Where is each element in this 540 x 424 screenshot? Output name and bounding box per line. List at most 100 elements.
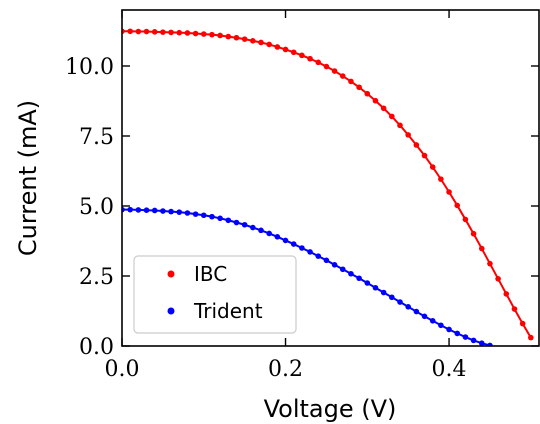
data-point-trident [478, 340, 485, 346]
legend-label-ibc: IBC [194, 262, 227, 286]
data-point-trident [241, 221, 248, 228]
data-point-ibc [405, 132, 411, 138]
data-point-trident [151, 207, 158, 214]
data-point-ibc [438, 176, 444, 182]
data-point-trident [380, 289, 387, 296]
data-point-ibc [348, 78, 354, 85]
y-tick-label: 2.5 [79, 265, 114, 290]
y-tick-label: 7.5 [79, 125, 114, 150]
x-tick-label: 0.0 [105, 357, 140, 382]
data-point-ibc [528, 334, 534, 341]
data-point-ibc [487, 260, 493, 267]
data-point-ibc [241, 36, 248, 42]
data-point-ibc [233, 34, 240, 41]
data-point-trident [339, 266, 346, 273]
data-point-ibc [470, 230, 477, 237]
data-point-trident [462, 334, 469, 340]
data-point-trident [143, 207, 150, 213]
data-point-trident [397, 299, 403, 305]
data-point-ibc [266, 41, 272, 48]
data-point-ibc [225, 33, 232, 40]
data-point-trident [389, 294, 395, 301]
data-point-ibc [331, 68, 338, 74]
data-point-ibc [323, 63, 330, 70]
data-point-trident [200, 212, 207, 219]
legend-label-trident: Trident [193, 299, 263, 323]
data-point-ibc [413, 142, 420, 148]
data-point-trident [438, 322, 444, 329]
data-point-ibc [511, 306, 518, 312]
data-point-trident [348, 270, 354, 277]
data-point-ibc [446, 189, 452, 195]
data-point-trident [299, 245, 305, 251]
data-point-ibc [389, 113, 395, 120]
x-axis-label: Voltage (V) [264, 395, 397, 423]
data-point-trident [364, 280, 371, 286]
data-point-ibc [143, 28, 150, 35]
series-line-trident [122, 208, 491, 346]
data-point-trident [233, 219, 240, 226]
data-point-ibc [176, 29, 183, 36]
data-point-trident [127, 206, 133, 213]
data-point-ibc [397, 122, 403, 129]
axes-frame [121, 9, 540, 347]
data-point-trident [331, 262, 338, 268]
legend-box [133, 255, 297, 334]
y-tick-label: 0.0 [79, 335, 114, 360]
legend-marker-trident [167, 307, 175, 315]
data-point-ibc [160, 29, 166, 35]
y-tick-label: 10.0 [65, 55, 114, 80]
data-point-ibc [217, 32, 223, 39]
data-point-ibc [299, 52, 305, 59]
data-point-trident [323, 257, 330, 264]
data-point-trident [470, 337, 477, 344]
data-point-ibc [372, 97, 379, 104]
data-point-trident [405, 304, 411, 310]
data-point-ibc [127, 28, 133, 35]
data-point-trident [307, 249, 313, 255]
ticks-group: 0.0 0.2 0.4 0.0 2.5 5.0 7.5 10.0 [65, 10, 539, 382]
data-point-trident [258, 227, 264, 234]
data-point-trident [356, 275, 362, 282]
data-point-ibc [192, 30, 199, 37]
data-point-ibc [168, 29, 174, 36]
data-point-trident [266, 230, 272, 237]
data-point-trident [487, 342, 493, 346]
data-point-trident [168, 208, 174, 215]
data-point-ibc [307, 55, 313, 62]
data-point-trident [217, 215, 223, 222]
data-point-ibc [250, 38, 256, 44]
data-point-trident [250, 224, 256, 231]
data-point-ibc [421, 152, 428, 159]
data-point-ibc [478, 245, 485, 252]
data-point-trident [446, 326, 452, 333]
data-point-ibc [315, 59, 322, 66]
data-point-ibc [380, 105, 387, 112]
data-point-ibc [429, 164, 436, 170]
data-point-ibc [339, 73, 346, 79]
data-point-trident [176, 209, 183, 215]
data-point-ibc [200, 31, 207, 37]
data-point-ibc [454, 202, 461, 209]
plot-area [122, 28, 534, 346]
data-point-ibc [274, 44, 281, 50]
data-point-trident [135, 207, 142, 213]
data-point-ibc [258, 39, 264, 46]
data-point-ibc [282, 46, 289, 53]
x-tick-label: 0.4 [432, 357, 467, 382]
data-point-ibc [495, 276, 501, 282]
data-point-ibc [184, 30, 191, 36]
data-point-ibc [209, 31, 215, 38]
y-tick-label: 5.0 [79, 195, 114, 220]
data-point-trident [413, 308, 420, 315]
data-point-trident [160, 208, 166, 214]
data-point-trident [209, 213, 215, 220]
data-point-ibc [356, 84, 362, 91]
data-point-trident [282, 237, 289, 244]
data-point-ibc [151, 29, 158, 35]
x-tick-label: 0.2 [268, 357, 303, 382]
data-point-ibc [462, 216, 469, 223]
data-point-ibc [503, 291, 510, 297]
